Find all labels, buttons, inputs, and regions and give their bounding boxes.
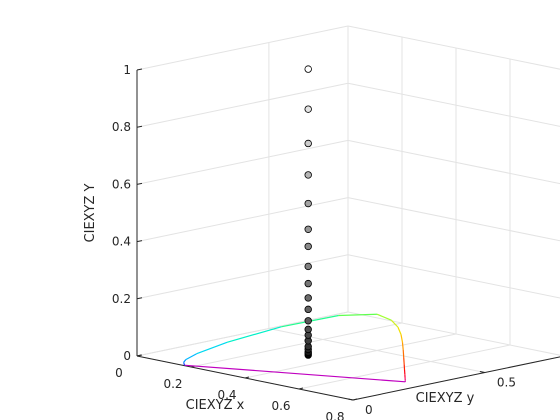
x-tick xyxy=(298,387,304,390)
data-point xyxy=(304,294,312,302)
points xyxy=(304,65,312,359)
grid-line xyxy=(347,82,560,127)
x-tick-label: 0.8 xyxy=(325,410,344,420)
x-tick-label: 0.2 xyxy=(163,377,182,391)
grid-line xyxy=(136,197,349,243)
y-axis-line xyxy=(352,356,560,401)
data-point xyxy=(304,171,312,179)
grid-line xyxy=(347,25,560,70)
y-tick xyxy=(347,398,354,401)
purple-line xyxy=(185,364,406,383)
z-tick-label: 0.4 xyxy=(112,235,131,249)
grid-line xyxy=(136,82,349,128)
locus-segment xyxy=(390,319,399,328)
grid-line xyxy=(136,25,349,71)
grid-line xyxy=(347,197,560,242)
x-tick xyxy=(352,398,358,401)
locus-segment xyxy=(397,326,402,335)
y-tick xyxy=(479,371,485,373)
locus-segment xyxy=(196,341,228,355)
grid-line xyxy=(190,322,403,368)
x-axis-label: CIEXYZ x xyxy=(186,398,245,413)
locus-segment xyxy=(400,334,404,343)
x-tick-label: 0.4 xyxy=(217,388,236,402)
grid-line xyxy=(136,254,349,300)
z-tick xyxy=(136,182,143,185)
data-point xyxy=(304,242,312,251)
grid-line xyxy=(347,254,560,299)
locus-segment xyxy=(226,326,282,343)
z-tick-label: 0.6 xyxy=(112,177,131,191)
x-tick-label: 0 xyxy=(115,366,123,380)
locus-segment xyxy=(338,313,377,317)
z-tick-label: 0.8 xyxy=(112,120,131,134)
data-point xyxy=(304,139,312,148)
data-point xyxy=(304,279,312,288)
locus-segment xyxy=(185,353,197,361)
z-tick-label: 0 xyxy=(123,349,131,363)
x-tick xyxy=(244,376,250,379)
locus-segment xyxy=(183,359,187,363)
labels: 0 0.2 0.4 0.6 0.8 1 0 0.2 0.4 0.6 0.8 0 0.5 CIEXYZ x C… xyxy=(83,63,516,420)
grid-line xyxy=(244,333,457,379)
grid-line xyxy=(136,139,349,185)
x-tick xyxy=(136,354,142,357)
data-point xyxy=(304,225,312,233)
x-tick-label: 0.6 xyxy=(271,399,290,413)
z-axis-label: CIEXYZ Y xyxy=(83,183,98,242)
data-point xyxy=(304,317,312,325)
data-point xyxy=(304,325,312,334)
data-point xyxy=(304,199,312,208)
y-tick-label: 0 xyxy=(365,403,373,417)
data-point xyxy=(304,262,312,271)
spectral-locus xyxy=(183,313,406,383)
data-point xyxy=(304,305,312,314)
locus-segment xyxy=(376,313,392,321)
y-tick-label: 0.5 xyxy=(497,376,516,390)
z-tick xyxy=(136,68,143,71)
y-axis-label: CIEXYZ y xyxy=(416,391,475,406)
grid xyxy=(136,25,560,401)
z-tick-label: 0.2 xyxy=(112,292,131,306)
data-point xyxy=(304,105,312,113)
grid-line xyxy=(136,311,349,357)
z-tick xyxy=(136,240,143,243)
locus-segment xyxy=(401,342,404,350)
data-point xyxy=(304,65,312,73)
z-tick-label: 1 xyxy=(123,63,131,77)
locus-segment xyxy=(402,349,405,358)
z-tick xyxy=(136,125,143,128)
z-tick xyxy=(136,297,143,300)
grid-line xyxy=(347,139,560,185)
